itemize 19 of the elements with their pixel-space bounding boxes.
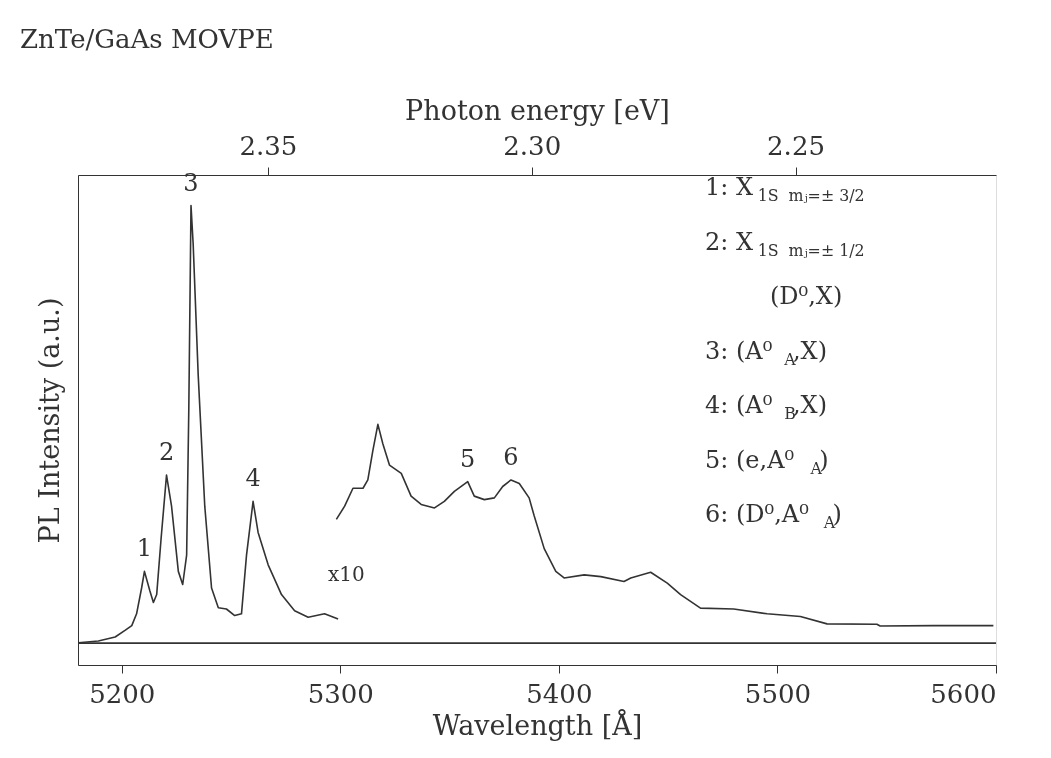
y-axis-title: PL Intensity (a.u.) [33, 297, 65, 544]
x-axis-title: Wavelength [Å] [432, 708, 643, 741]
x-tick-label: 5300 [307, 678, 374, 709]
x2-axis-title: Photon energy [eV] [405, 94, 670, 126]
annotation: (D⁰,X) [770, 282, 843, 310]
x2-tick-label: 2.30 [503, 130, 562, 161]
annotation: 5 [460, 444, 476, 473]
x-tick-label: 5400 [526, 678, 593, 709]
annotation: 4 [245, 464, 261, 493]
x2-tick-label: 2.25 [767, 130, 825, 161]
annotation: 2 [158, 438, 175, 467]
annotation: 1 [136, 534, 153, 563]
chart-title: ZnTe/GaAs MOVPE [20, 24, 274, 54]
x2-tick-label: 2.35 [239, 130, 298, 161]
x-tick-label: 5500 [744, 678, 812, 709]
annotation: 6 [503, 442, 519, 471]
x-tick-label: 5200 [89, 678, 156, 709]
x-tick-label: 5600 [930, 678, 997, 709]
annotation: x10 [328, 562, 365, 586]
